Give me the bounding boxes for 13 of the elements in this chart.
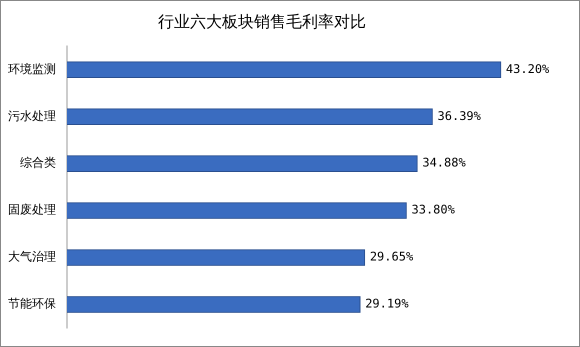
y-tick-label: 综合类 <box>20 156 56 170</box>
data-label: 34.88% <box>422 156 466 170</box>
y-tick-label: 环境监测 <box>8 62 56 76</box>
y-tick-label: 大气治理 <box>8 250 56 264</box>
data-label: 29.65% <box>370 250 414 264</box>
data-label: 36.39% <box>438 108 482 123</box>
y-tick-label: 固废处理 <box>8 202 56 217</box>
data-label: 43.20% <box>506 62 550 76</box>
data-label: 33.80% <box>412 202 456 217</box>
chart-title: 行业六大板块销售毛利率对比 <box>158 12 366 31</box>
y-tick-label: 节能环保 <box>8 296 56 311</box>
data-label: 29.19% <box>365 296 410 311</box>
y-tick-label: 污水处理 <box>8 108 56 123</box>
